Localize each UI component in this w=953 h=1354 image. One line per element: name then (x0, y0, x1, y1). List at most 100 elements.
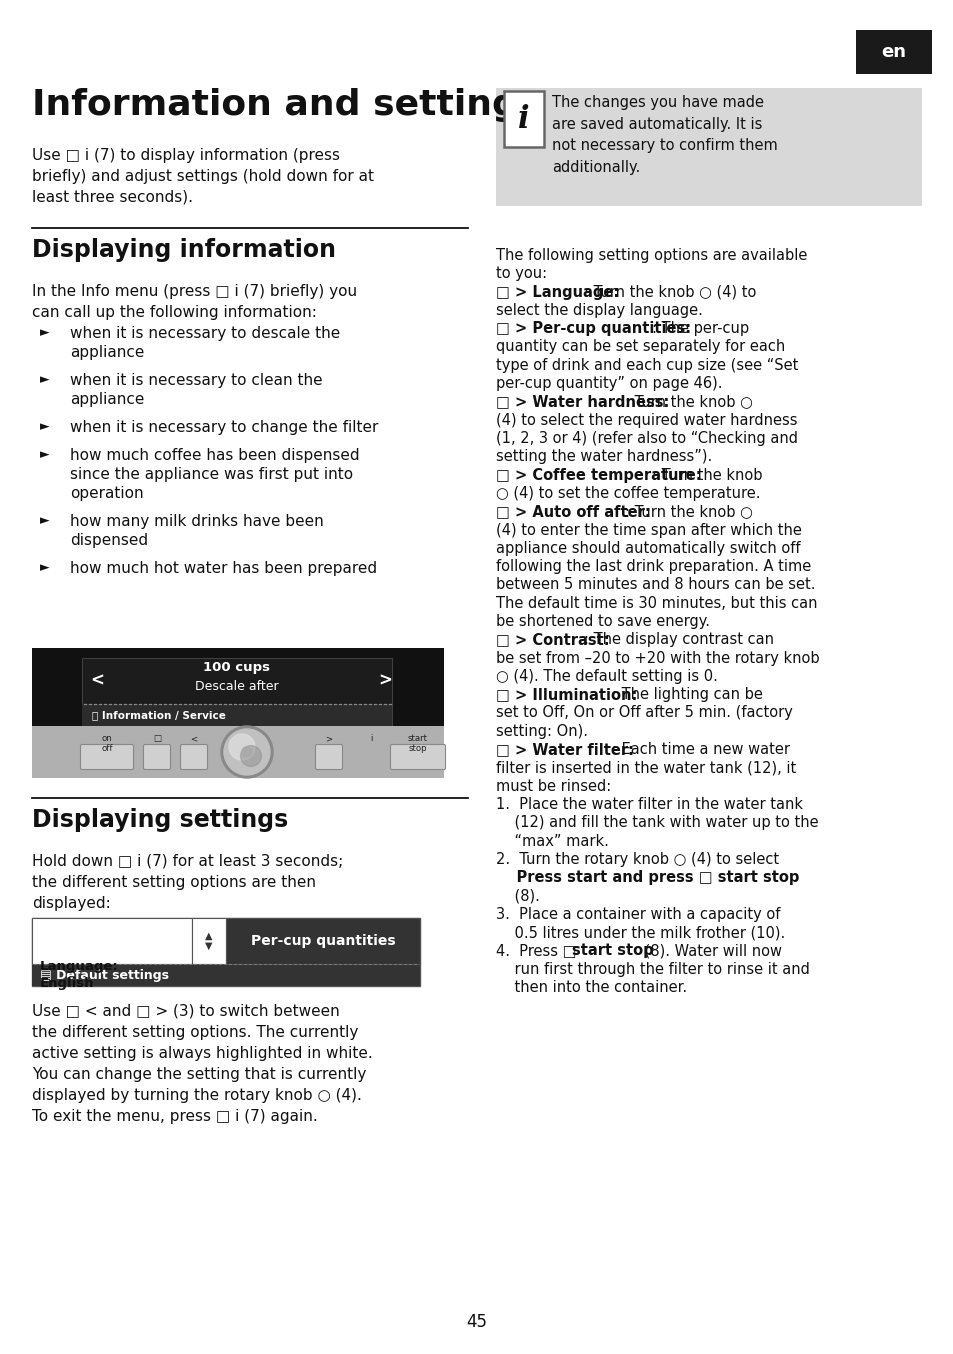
Text: Hold down □ i (7) for at least 3 seconds;
the different setting options are then: Hold down □ i (7) for at least 3 seconds… (32, 854, 343, 911)
Text: how much coffee has been dispensed: how much coffee has been dispensed (70, 448, 359, 463)
Text: i: i (517, 103, 529, 134)
Text: □: □ (152, 734, 161, 743)
Text: since the appliance was first put into: since the appliance was first put into (70, 467, 353, 482)
Text: be set from –20 to +20 with the rotary knob: be set from –20 to +20 with the rotary k… (496, 651, 819, 666)
Text: 1.  Place the water filter in the water tank: 1. Place the water filter in the water t… (496, 798, 802, 812)
Text: <: < (191, 734, 197, 743)
Text: □ > Coffee temperature:: □ > Coffee temperature: (496, 467, 700, 482)
Text: setting the water hardness”).: setting the water hardness”). (496, 450, 712, 464)
Text: : Each time a new water: : Each time a new water (611, 742, 789, 757)
Text: □ > Water filter:: □ > Water filter: (496, 742, 634, 757)
Text: □ > Water hardness:: □ > Water hardness: (496, 394, 669, 409)
Text: en: en (881, 43, 905, 61)
Text: appliance should automatically switch off: appliance should automatically switch of… (496, 540, 800, 555)
Text: quantity can be set separately for each: quantity can be set separately for each (496, 340, 784, 355)
Text: dispensed: dispensed (70, 533, 148, 548)
Text: ▤ Default settings: ▤ Default settings (40, 968, 169, 982)
Text: Use □ i (7) to display information (press
briefly) and adjust settings (hold dow: Use □ i (7) to display information (pres… (32, 148, 374, 204)
FancyBboxPatch shape (390, 745, 445, 769)
Text: : The per-cup: : The per-cup (652, 321, 749, 336)
Text: i: i (370, 734, 372, 743)
Text: 0.5 litres under the milk frother (10).: 0.5 litres under the milk frother (10). (496, 925, 784, 940)
Text: must be rinsed:: must be rinsed: (496, 779, 611, 793)
Text: ►: ► (40, 372, 50, 386)
FancyBboxPatch shape (143, 745, 171, 769)
Text: when it is necessary to clean the: when it is necessary to clean the (70, 372, 322, 389)
Text: Press start and press □ start stop: Press start and press □ start stop (496, 871, 799, 886)
Text: operation: operation (70, 486, 144, 501)
Text: appliance: appliance (70, 393, 144, 408)
Text: □ > Contrast:: □ > Contrast: (496, 632, 609, 647)
Text: between 5 minutes and 8 hours can be set.: between 5 minutes and 8 hours can be set… (496, 577, 815, 593)
Text: when it is necessary to descale the: when it is necessary to descale the (70, 326, 340, 341)
Text: : Turn the knob ○: : Turn the knob ○ (624, 394, 752, 409)
Text: Displaying settings: Displaying settings (32, 808, 288, 831)
Bar (32, 964, 419, 986)
Text: : Turn the knob ○: : Turn the knob ○ (624, 504, 752, 519)
Text: on
off: on off (101, 734, 112, 753)
Text: >: > (325, 734, 333, 743)
Text: : The display contrast can: : The display contrast can (584, 632, 774, 647)
Text: appliance: appliance (70, 345, 144, 360)
Text: how much hot water has been prepared: how much hot water has been prepared (70, 561, 376, 575)
Text: set to Off, On or Off after 5 min. (factory: set to Off, On or Off after 5 min. (fact… (496, 705, 792, 720)
Text: 45: 45 (466, 1313, 487, 1331)
Text: filter is inserted in the water tank (12), it: filter is inserted in the water tank (12… (496, 761, 796, 776)
Bar (32, 726, 443, 779)
Text: start
stop: start stop (408, 734, 428, 753)
Text: ▲: ▲ (205, 932, 213, 941)
Text: (4) to select the required water hardness: (4) to select the required water hardnes… (496, 413, 797, 428)
FancyBboxPatch shape (503, 91, 543, 148)
Text: >: > (377, 672, 392, 691)
Text: select the display language.: select the display language. (496, 303, 702, 318)
Bar (226, 918, 419, 964)
Circle shape (221, 726, 273, 779)
Text: ○ (4). The default setting is 0.: ○ (4). The default setting is 0. (496, 669, 717, 684)
Text: ►: ► (40, 420, 50, 433)
FancyBboxPatch shape (180, 745, 208, 769)
Text: (1, 2, 3 or 4) (refer also to “Checking and: (1, 2, 3 or 4) (refer also to “Checking … (496, 431, 797, 445)
Circle shape (240, 746, 261, 766)
Text: setting: On).: setting: On). (496, 724, 587, 739)
Circle shape (242, 747, 252, 757)
Text: : Turn the knob ○ (4) to: : Turn the knob ○ (4) to (584, 284, 756, 299)
FancyBboxPatch shape (80, 745, 133, 769)
Text: 4.  Press □: 4. Press □ (496, 944, 580, 959)
Text: □ > Per-cup quantities:: □ > Per-cup quantities: (496, 321, 690, 336)
Bar (32, 918, 192, 964)
Text: <: < (90, 672, 104, 691)
Text: In the Info menu (press □ i (7) briefly) you
can call up the following informati: In the Info menu (press □ i (7) briefly)… (32, 284, 356, 320)
Text: (8). Water will now: (8). Water will now (639, 944, 781, 959)
Text: □ > Auto off after:: □ > Auto off after: (496, 504, 650, 519)
Text: : The lighting can be: : The lighting can be (611, 688, 761, 703)
Bar (82, 704, 392, 726)
Text: □ > Illumination:: □ > Illumination: (496, 688, 637, 703)
Text: (8).: (8). (496, 888, 539, 903)
Text: : Turn the knob: : Turn the knob (652, 467, 762, 482)
Text: The default time is 30 minutes, but this can: The default time is 30 minutes, but this… (496, 596, 817, 611)
Text: ►: ► (40, 448, 50, 460)
Text: to you:: to you: (496, 267, 547, 282)
Text: The changes you have made
are saved automatically. It is
not necessary to confir: The changes you have made are saved auto… (552, 95, 777, 175)
Text: (4) to enter the time span after which the: (4) to enter the time span after which t… (496, 523, 801, 538)
Text: be shortened to save energy.: be shortened to save energy. (496, 613, 709, 630)
Text: ►: ► (40, 326, 50, 338)
FancyBboxPatch shape (315, 745, 342, 769)
Text: “max” mark.: “max” mark. (496, 834, 608, 849)
Circle shape (224, 728, 270, 774)
Text: ○ (4) to set the coffee temperature.: ○ (4) to set the coffee temperature. (496, 486, 760, 501)
Text: 100 cups: 100 cups (203, 662, 271, 674)
Text: Use □ < and □ > (3) to switch between
the different setting options. The current: Use □ < and □ > (3) to switch between th… (32, 1005, 373, 1124)
Bar (192, 918, 226, 964)
Text: 2.  Turn the rotary knob ○ (4) to select: 2. Turn the rotary knob ○ (4) to select (496, 852, 779, 867)
Text: The following setting options are available: The following setting options are availa… (496, 248, 806, 263)
Text: ►: ► (40, 515, 50, 527)
Text: type of drink and each cup size (see “Set: type of drink and each cup size (see “Se… (496, 357, 798, 372)
Bar (32, 918, 419, 986)
Text: 3.  Place a container with a capacity of: 3. Place a container with a capacity of (496, 907, 780, 922)
Bar (855, 30, 931, 74)
Text: run first through the filter to rinse it and: run first through the filter to rinse it… (496, 961, 809, 976)
Text: □ > Language:: □ > Language: (496, 284, 618, 299)
Text: Per-cup quantities: Per-cup quantities (251, 934, 395, 948)
Text: Displaying information: Displaying information (32, 238, 335, 263)
